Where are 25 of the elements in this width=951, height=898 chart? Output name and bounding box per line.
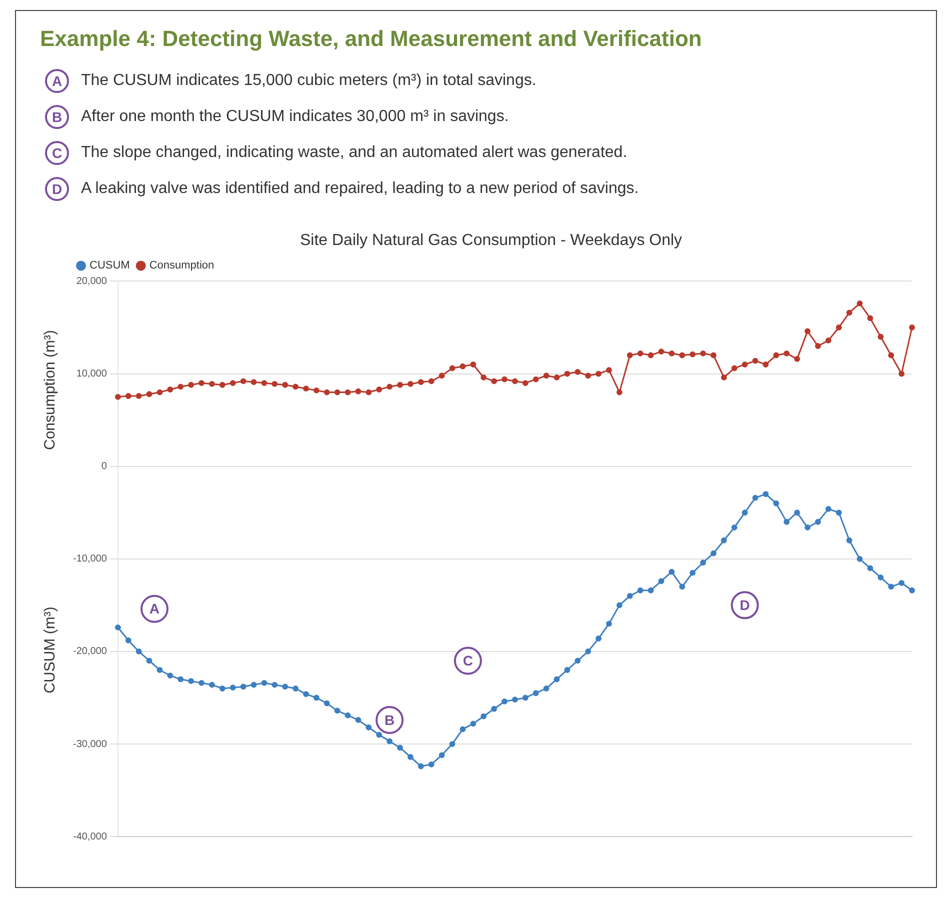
annotation: C: [462, 652, 473, 669]
legend-label: CUSUM: [90, 260, 130, 272]
text: A leaking valve was identified and repaired, leading to a new period of savings.: [81, 180, 639, 198]
circled-letter-icon: A: [45, 69, 69, 93]
circled-letter-icon: B: [45, 105, 69, 129]
y-axis-title: Consumption (m³): [42, 330, 58, 450]
y-tick-label: 10,000: [76, 368, 108, 380]
y-tick-label: -10,000: [72, 554, 108, 565]
circled-letter-icon: C: [45, 141, 69, 165]
y-tick-label: -20,000: [72, 646, 108, 658]
annotation: A: [149, 600, 160, 617]
text: The CUSUM indicates 15,000 cubic meters (m³) in total savings.: [81, 72, 536, 90]
annotation: B: [384, 712, 395, 728]
y-tick-label: 0: [101, 461, 108, 472]
text: The slope changed, indicating waste, and an automated alert was generated.: [81, 144, 628, 162]
y2-axis-title: CUSUM (m³): [42, 606, 58, 694]
chart-title: Example 4: Detecting Waste, and Measurement and Verification: [40, 26, 702, 52]
y-tick-label: 20,000: [76, 276, 108, 287]
chart-subtitle: Site Daily Natural Gas Consumption - Weekdays Only: [300, 232, 682, 250]
text: After one month the CUSUM indicates 30,000 m³ in savings.: [81, 108, 509, 126]
y-tick-label: -40,000: [72, 831, 108, 842]
annotation: D: [740, 597, 750, 614]
circled-letter-icon: D: [45, 177, 69, 201]
y-tick-label: -30,000: [72, 738, 108, 750]
legend-label: Consumption: [149, 260, 214, 272]
